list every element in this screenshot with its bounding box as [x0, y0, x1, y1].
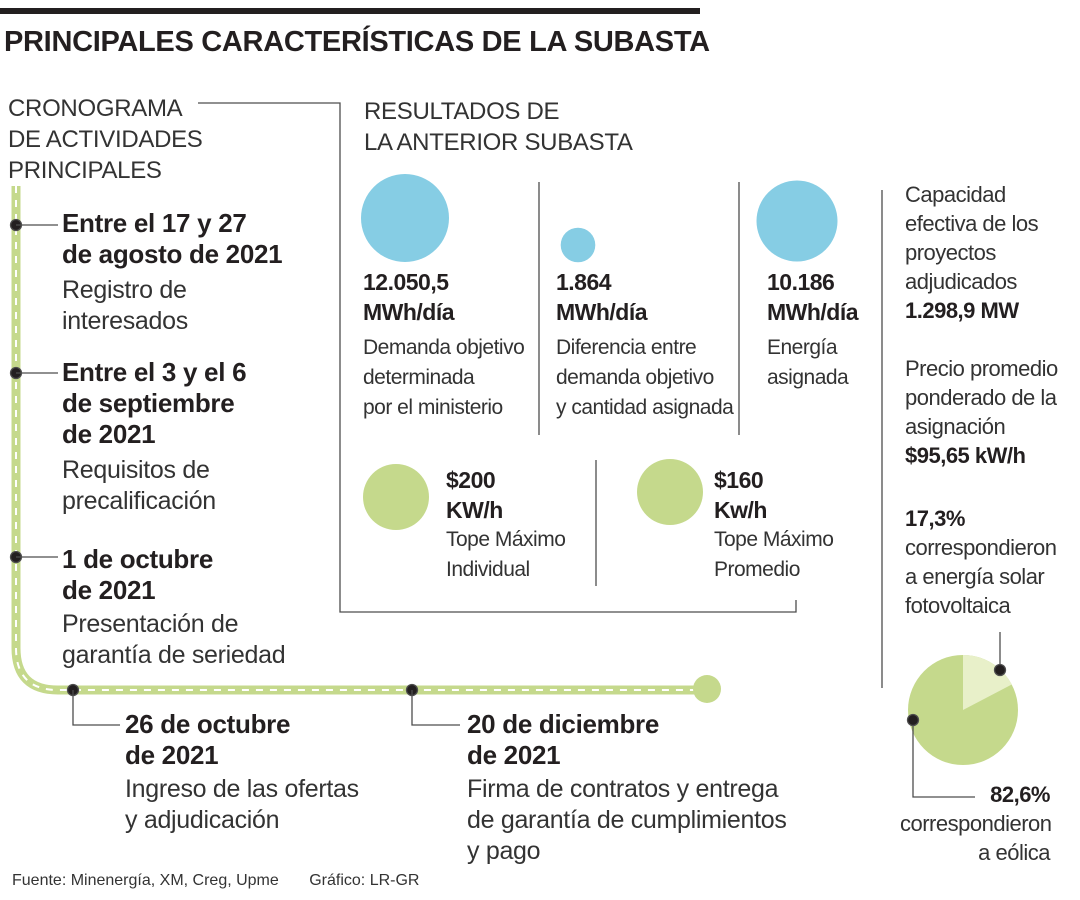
event-description: Firma de contratos y entrega de garantía…	[467, 775, 787, 865]
footer-credit: Gráfico: LR-GR	[309, 872, 420, 889]
stat-unit: KW/h	[446, 497, 503, 523]
timeline-heading-line: DE ACTIVIDADES	[8, 126, 203, 153]
stat-unit: Kw/h	[714, 497, 767, 523]
timeline-heading-line: CRONOGRAMA	[8, 95, 183, 122]
stat-value: 10.186	[767, 269, 835, 295]
event-date: 20 de diciembre de 2021	[467, 709, 660, 770]
stat-label: Demanda objetivo determinada por el mini…	[363, 336, 525, 419]
stat-value: 12.050,5	[363, 269, 449, 295]
timeline-heading: CRONOGRAMA DE ACTIVIDADES PRINCIPALES	[8, 93, 203, 186]
wind-leader-dot	[906, 713, 920, 727]
timeline-end-dot	[693, 675, 721, 703]
event-date: 1 de octubre de 2021	[62, 544, 213, 605]
timeline-track-dash	[15, 186, 700, 691]
event-date: Entre el 17 y 27 de agosto de 2021	[62, 208, 283, 269]
price-stat-individual: $200 KW/h Tope Máximo Individual	[446, 465, 566, 585]
dividers	[538, 182, 883, 688]
event-description: Presentación de garantía de seriedad	[62, 610, 286, 669]
leader-4	[72, 690, 120, 726]
timeline-event-4: 26 de octubre de 2021 Ingreso de las ofe…	[125, 709, 359, 836]
stat-unit: MWh/día	[767, 299, 859, 325]
energy-bubble-assigned	[756, 180, 838, 262]
energy-bubble-difference	[560, 227, 596, 263]
event-description: Registro de interesados	[62, 276, 188, 335]
capacity-block: Capacidad efectiva de los proyectos adju…	[905, 182, 1039, 323]
timeline-heading-line: PRINCIPALES	[8, 157, 162, 184]
stat-unit: MWh/día	[363, 299, 455, 325]
price-avg-value: $95,65 kW/h	[905, 443, 1026, 468]
top-rule	[0, 8, 700, 14]
energy-bubble-demand	[361, 174, 449, 262]
solar-leader-dot	[993, 663, 1007, 677]
main-title: PRINCIPALES CARACTERÍSTICAS DE LA SUBAST…	[4, 26, 710, 58]
timeline-event-5: 20 de diciembre de 2021 Firma de contrat…	[467, 709, 787, 867]
footer: Fuente: Minenergía, XM, Creg, Upme Gráfi…	[12, 872, 419, 890]
wind-block: 82,6% correspondieron a eólica	[900, 782, 1052, 865]
event-date: Entre el 3 y el 6 de septiembre de 2021	[62, 357, 247, 449]
pie-slice-solar	[963, 655, 1012, 710]
leader-5	[411, 690, 460, 726]
pie-leaders	[906, 632, 1007, 798]
stat-label: Diferencia entre demanda objetivo y cant…	[556, 336, 734, 419]
timeline-event-2: Entre el 3 y el 6 de septiembre de 2021 …	[62, 357, 247, 517]
energy-stat-assigned: 10.186 MWh/día Energía asignada	[767, 267, 859, 393]
stat-value: $160	[714, 467, 764, 493]
solar-block: 17,3% correspondieron a energía solar fo…	[905, 506, 1057, 618]
footer-source: Fuente: Minenergía, XM, Creg, Upme	[12, 872, 279, 889]
stat-label: Tope Máximo Individual	[446, 528, 566, 581]
energy-stat-demand: 12.050,5 MWh/día Demanda objetivo determ…	[363, 267, 525, 423]
energy-stat-difference: 1.864 MWh/día Diferencia entre demanda o…	[556, 267, 734, 423]
price-avg-block: Precio promedio ponderado de la asignaci…	[905, 356, 1058, 468]
results-bracket-line	[198, 102, 797, 613]
stat-unit: MWh/día	[556, 299, 648, 325]
stat-value: $200	[446, 467, 496, 493]
solar-pct: 17,3%	[905, 506, 965, 531]
timeline-event-1: Entre el 17 y 27 de agosto de 2021 Regis…	[62, 208, 283, 337]
price-bubble-average	[637, 459, 703, 525]
stat-label: Energía asignada	[767, 336, 849, 389]
timeline-track	[11, 186, 700, 695]
event-description: Ingreso de las ofertas y adjudicación	[125, 775, 359, 834]
timeline-markers	[9, 218, 460, 726]
price-stat-average: $160 Kw/h Tope Máximo Promedio	[714, 465, 834, 585]
timeline-event-3: 1 de octubre de 2021 Presentación de gar…	[62, 544, 286, 671]
capacity-value: 1.298,9 MW	[905, 298, 1019, 323]
wind-pct: 82,6%	[990, 782, 1050, 807]
results-heading: RESULTADOS DE LA ANTERIOR SUBASTA	[364, 98, 633, 156]
wind-leader	[912, 720, 975, 798]
results-bracket	[198, 102, 797, 613]
pie-chart	[908, 655, 1018, 765]
stat-value: 1.864	[556, 269, 612, 295]
event-description: Requisitos de precalificación	[62, 456, 216, 515]
event-date: 26 de octubre de 2021	[125, 709, 291, 770]
stat-label: Tope Máximo Promedio	[714, 528, 834, 581]
price-bubble-individual	[363, 464, 429, 530]
